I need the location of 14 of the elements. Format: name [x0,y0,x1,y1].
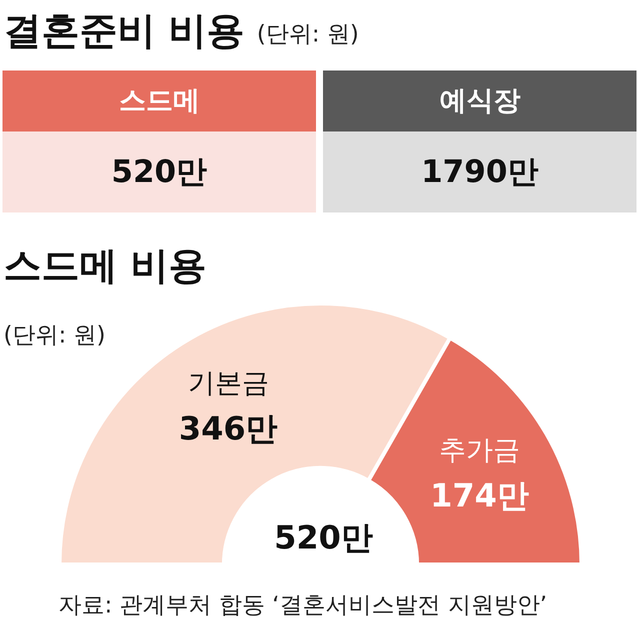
text: 520만 [111,154,208,190]
text: 520만 [274,518,373,556]
slice-label: 기본금 [188,368,269,400]
data-label: 346만 [178,410,278,448]
text: 자료: 관계부처 합동 ‘결혼서비스발전 지원방안’ [58,592,548,618]
text: (단위: 원) [4,322,106,348]
category-label: 스드메 [118,86,200,116]
data-label: 174만 [430,476,529,514]
chart-title: 스드메 비용 [4,244,207,288]
text: 1790만 [421,154,538,190]
text: (단위: 원) [256,22,359,48]
category-label: 예식장 [439,86,520,116]
text: 결혼준비 비용 [4,8,245,52]
slice-label: 추가금 [438,434,520,466]
